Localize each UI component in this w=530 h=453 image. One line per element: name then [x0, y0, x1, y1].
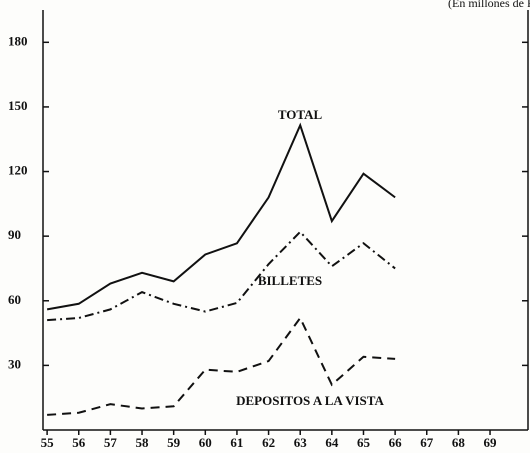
x-tick-label: 64: [325, 435, 339, 450]
series-label: BILLETES: [258, 273, 322, 288]
series-label: TOTAL: [278, 107, 323, 122]
x-tick-label: 56: [72, 435, 86, 450]
x-tick-label: 57: [104, 435, 118, 450]
x-tick-label: 68: [452, 435, 466, 450]
x-tick-label: 58: [136, 435, 150, 450]
x-tick-label: 67: [420, 435, 434, 450]
y-tick-label: 150: [8, 98, 28, 113]
x-tick-label: 59: [167, 435, 181, 450]
series-label: DEPOSITOS A LA VISTA: [236, 393, 384, 408]
x-tick-label: 69: [484, 435, 498, 450]
y-tick-label: 30: [8, 356, 21, 371]
y-tick-label: 60: [8, 292, 21, 307]
x-tick-label: 63: [294, 435, 308, 450]
y-tick-label: 120: [8, 163, 28, 178]
x-tick-label: 60: [199, 435, 212, 450]
y-tick-label: 90: [8, 227, 21, 242]
x-tick-label: 62: [262, 435, 275, 450]
y-tick-label: 180: [8, 33, 28, 48]
x-tick-label: 61: [230, 435, 243, 450]
series-line: [46, 122, 396, 311]
unit-note: (En millones de R$): [448, 0, 530, 10]
x-tick-label: 55: [41, 435, 55, 450]
series-line: [47, 316, 396, 416]
x-tick-label: 65: [357, 435, 371, 450]
series-line: [47, 230, 396, 322]
x-tick-label: 66: [389, 435, 403, 450]
